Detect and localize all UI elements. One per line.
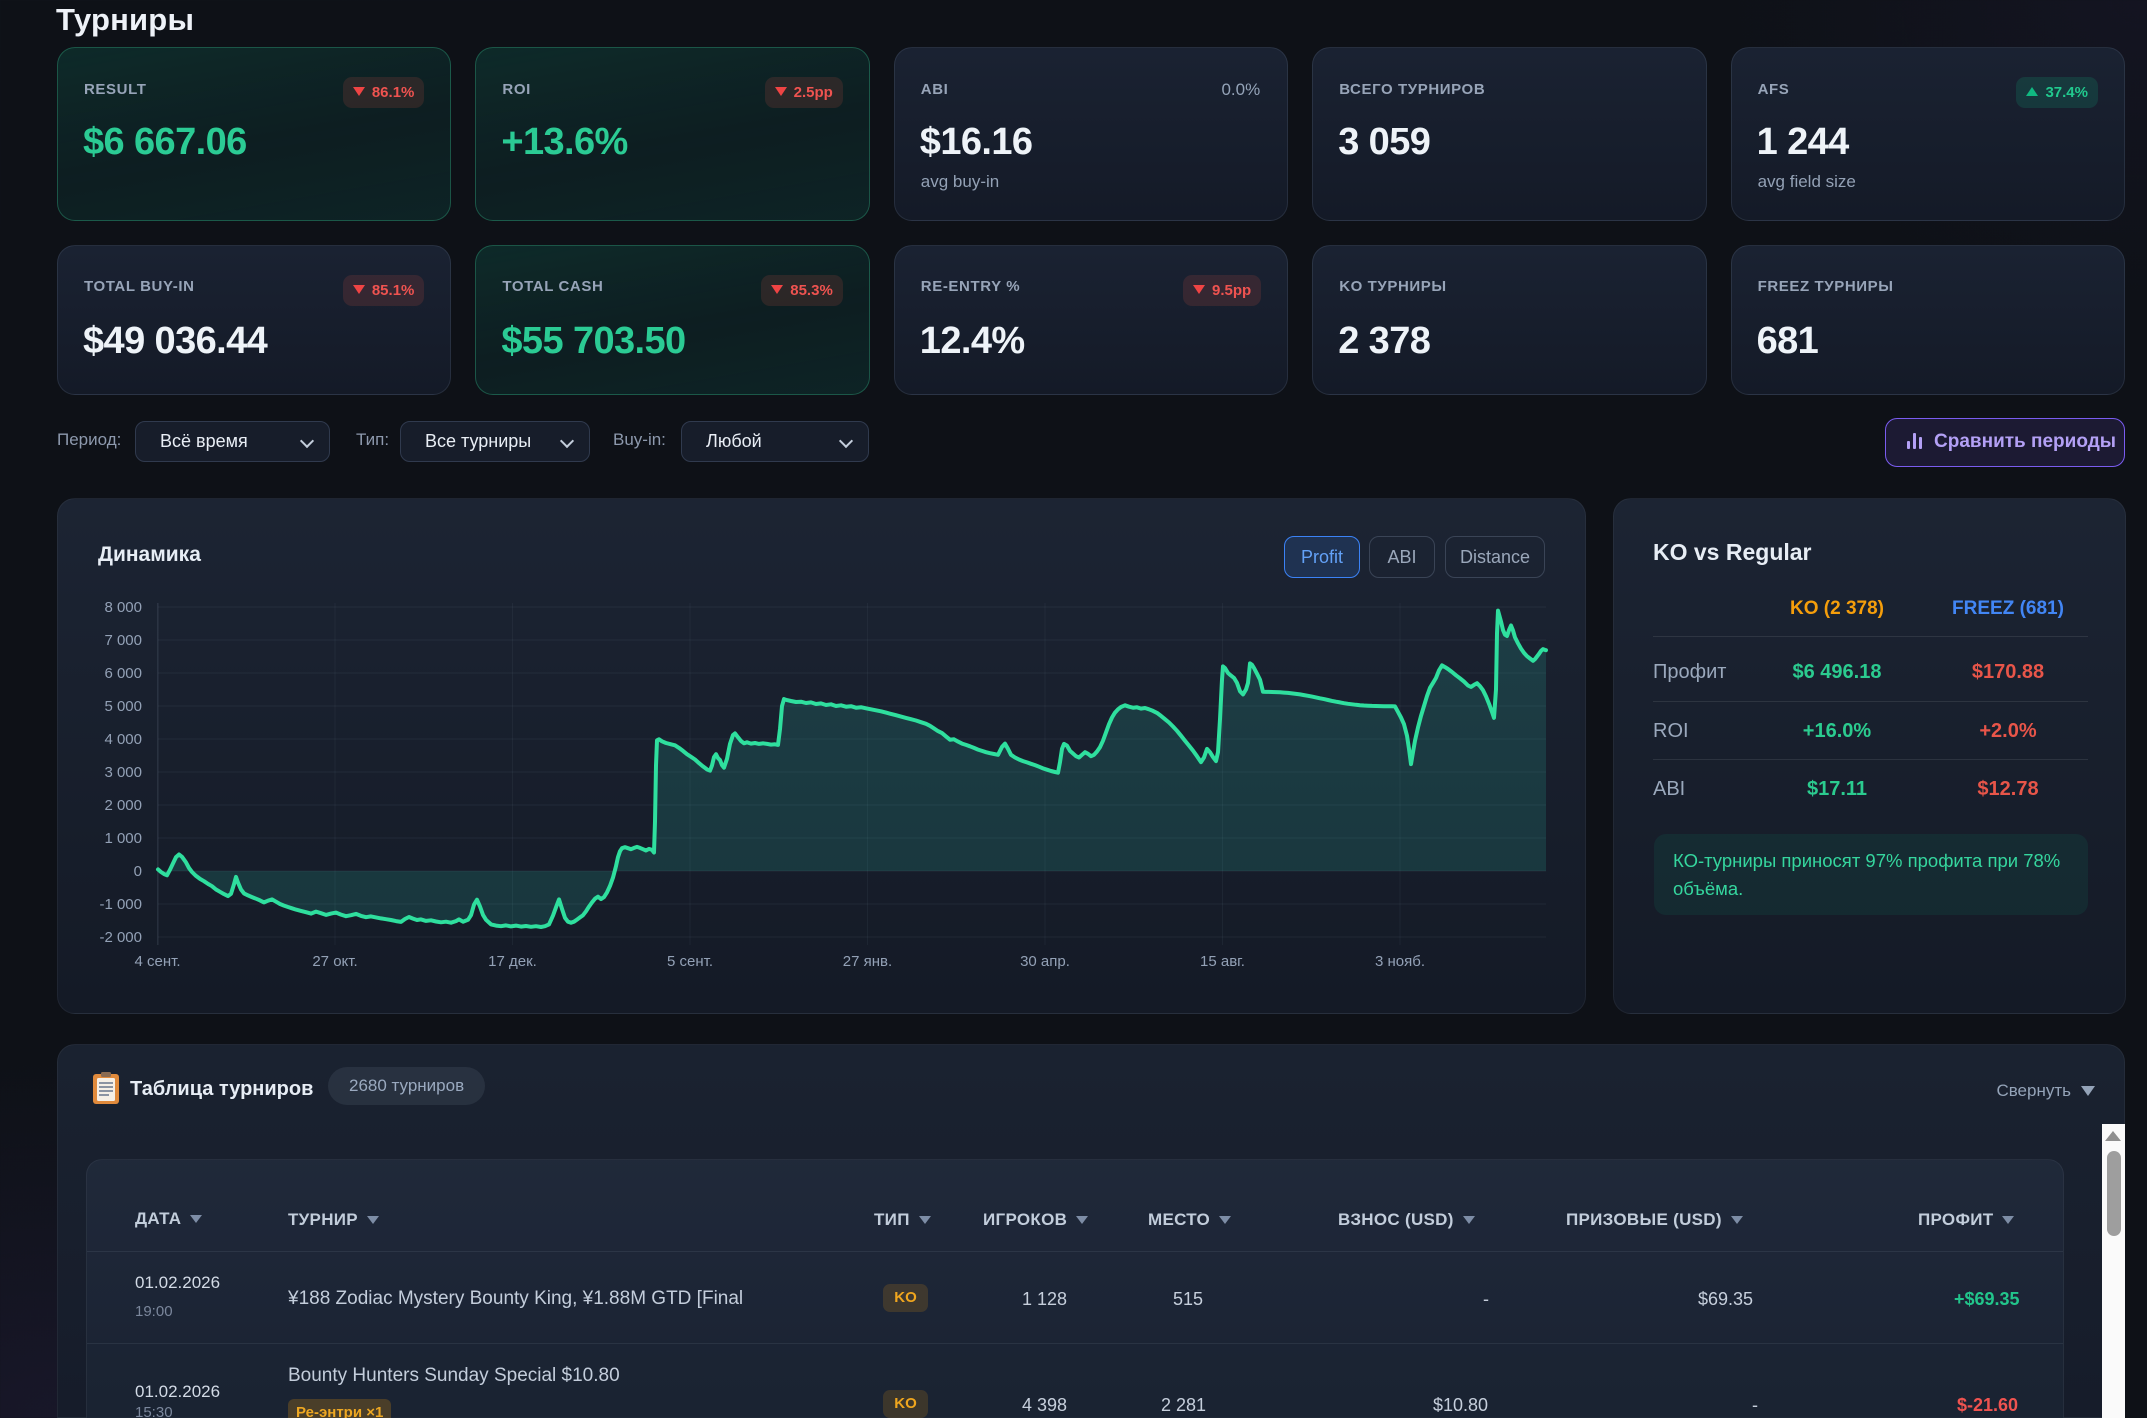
svg-text:7 000: 7 000	[104, 632, 142, 649]
svg-text:4 000: 4 000	[104, 731, 142, 748]
svg-text:6 000: 6 000	[104, 665, 142, 682]
svg-text:5 000: 5 000	[104, 698, 142, 715]
svg-text:3 000: 3 000	[104, 764, 142, 781]
svg-text:1 000: 1 000	[104, 830, 142, 847]
svg-text:15 авг.: 15 авг.	[1200, 953, 1245, 970]
svg-text:17 дек.: 17 дек.	[488, 953, 537, 970]
svg-text:0: 0	[134, 863, 142, 880]
svg-text:8 000: 8 000	[104, 599, 142, 616]
svg-text:5 сент.: 5 сент.	[667, 953, 713, 970]
svg-text:-1 000: -1 000	[99, 896, 142, 913]
svg-text:3 нояб.: 3 нояб.	[1375, 953, 1425, 970]
svg-text:4 сент.: 4 сент.	[134, 953, 180, 970]
svg-text:27 янв.: 27 янв.	[843, 953, 892, 970]
svg-text:-2 000: -2 000	[99, 929, 142, 946]
svg-text:30 апр.: 30 апр.	[1020, 953, 1070, 970]
svg-text:27 окт.: 27 окт.	[312, 953, 357, 970]
svg-text:2 000: 2 000	[104, 797, 142, 814]
